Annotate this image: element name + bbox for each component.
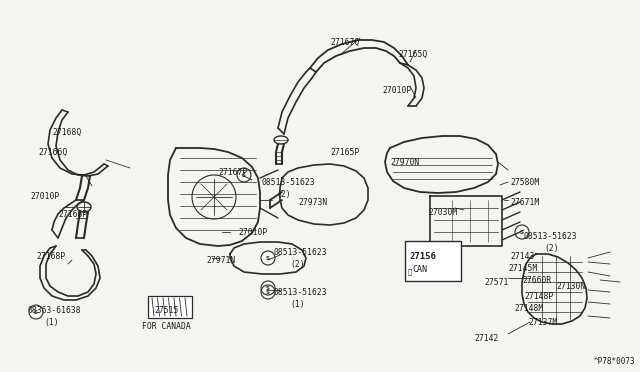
Text: 27166P: 27166P — [58, 210, 87, 219]
Text: 27148M: 27148M — [514, 304, 543, 313]
Text: S: S — [242, 173, 246, 177]
Text: 27010P: 27010P — [30, 192, 60, 201]
Text: 27148P: 27148P — [524, 292, 553, 301]
Text: (2): (2) — [276, 190, 291, 199]
Text: ^P78*0073: ^P78*0073 — [593, 357, 635, 366]
Text: 27970N: 27970N — [390, 158, 419, 167]
Text: 27145M: 27145M — [508, 264, 537, 273]
Text: 27030M: 27030M — [428, 208, 457, 217]
Text: (1): (1) — [290, 300, 305, 309]
Text: 27143: 27143 — [510, 252, 534, 261]
Text: 27660R: 27660R — [522, 276, 551, 285]
Text: 27515: 27515 — [154, 306, 179, 315]
Text: 27571: 27571 — [484, 278, 508, 287]
Text: 08513-51623: 08513-51623 — [274, 248, 328, 257]
Text: S: S — [266, 256, 270, 260]
Text: (1): (1) — [44, 318, 59, 327]
Text: 27165P: 27165P — [330, 148, 359, 157]
Text: 08513-51623: 08513-51623 — [274, 288, 328, 297]
Text: S: S — [34, 310, 38, 314]
Text: 27156: 27156 — [410, 252, 437, 261]
Text: (2): (2) — [544, 244, 559, 253]
Text: CAN: CAN — [412, 265, 427, 274]
Text: S: S — [266, 285, 270, 291]
Text: 08363-61638: 08363-61638 — [28, 306, 82, 315]
Text: 08513-51623: 08513-51623 — [262, 178, 316, 187]
Text: 27137M: 27137M — [528, 318, 557, 327]
Text: 27010P: 27010P — [238, 228, 268, 237]
Bar — [148, 296, 192, 318]
Text: 27971N: 27971N — [206, 256, 236, 265]
Text: S: S — [266, 289, 270, 295]
Text: 27166Q: 27166Q — [38, 148, 67, 157]
FancyBboxPatch shape — [405, 241, 461, 281]
Text: 27168Q: 27168Q — [52, 128, 81, 137]
Text: 27168P: 27168P — [36, 252, 65, 261]
Text: 27167Q: 27167Q — [330, 38, 359, 47]
Text: 27167P: 27167P — [218, 168, 247, 177]
Text: 27010P: 27010P — [382, 86, 412, 95]
Text: ⚿: ⚿ — [408, 268, 412, 275]
Text: 27580M: 27580M — [510, 178, 540, 187]
Text: 27130N: 27130N — [556, 282, 585, 291]
Text: 27973N: 27973N — [298, 198, 327, 207]
Text: S: S — [520, 230, 524, 234]
Text: FOR CANADA: FOR CANADA — [142, 322, 191, 331]
Text: 08513-51623: 08513-51623 — [524, 232, 578, 241]
Text: (2): (2) — [290, 260, 305, 269]
Text: 27671M: 27671M — [510, 198, 540, 207]
Text: 27142: 27142 — [474, 334, 499, 343]
Text: 27165Q: 27165Q — [398, 50, 428, 59]
